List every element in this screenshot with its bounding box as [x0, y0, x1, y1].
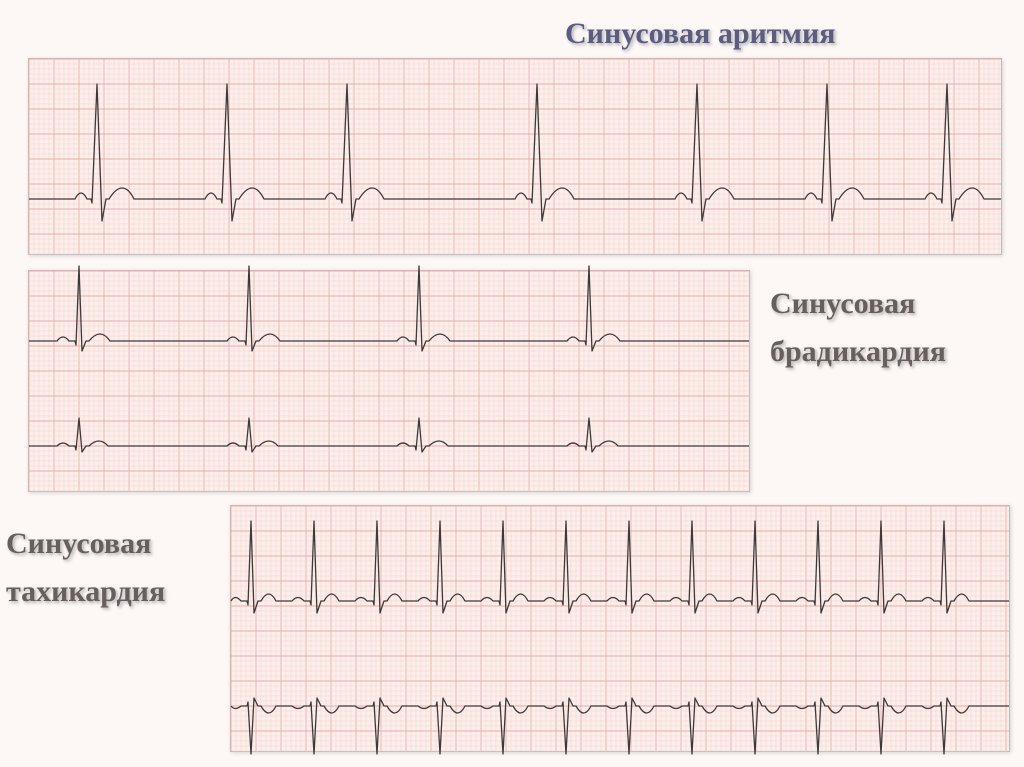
label-tachycardia: Синусоваятахикардия: [6, 520, 236, 616]
label-bradycardia: Синусоваябрадикардия: [770, 280, 1020, 376]
ecg-panel-bradycardia: [28, 270, 750, 492]
ecg-trace-arrhythmia: [29, 59, 1001, 254]
ecg-trace-bradycardia: [29, 271, 749, 491]
ecg-panel-arrhythmia: [28, 58, 1002, 255]
ecg-panel-tachycardia: [230, 505, 1010, 752]
label-arrhythmia: Синусовая аритмия: [565, 10, 1005, 58]
ecg-trace-tachycardia: [231, 506, 1009, 751]
